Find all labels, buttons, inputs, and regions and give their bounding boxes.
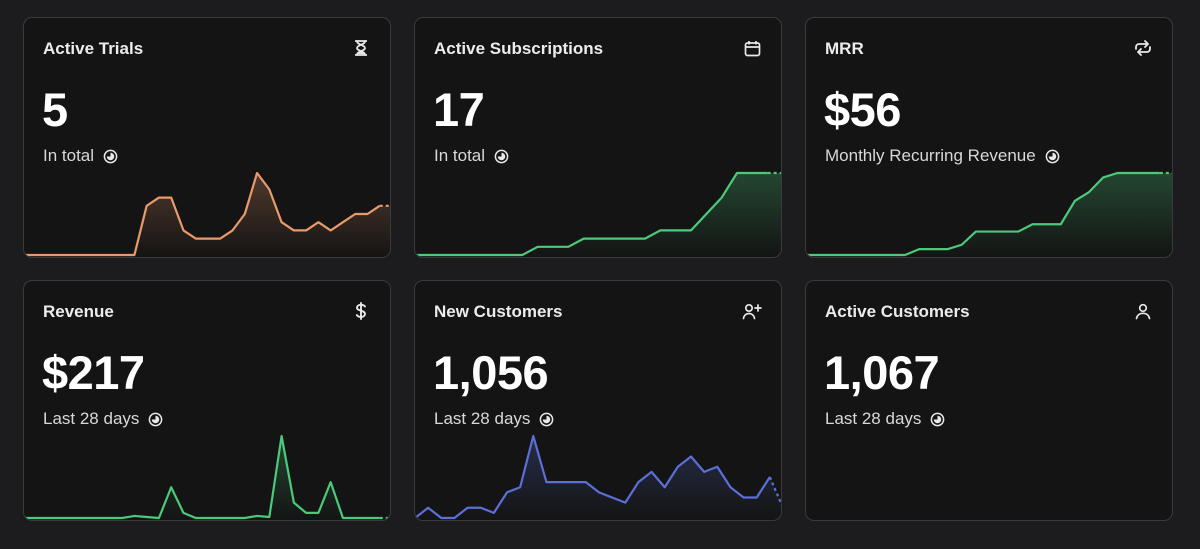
user-icon — [1133, 301, 1153, 321]
series-area — [24, 436, 390, 520]
sparkline-chart — [806, 171, 1172, 257]
card-active-subscriptions[interactable]: Active Subscriptions 17 In total — [414, 17, 782, 258]
card-active-customers[interactable]: Active Customers 1,067 Last 28 days — [805, 280, 1173, 521]
series-line — [806, 171, 1160, 257]
card-subtitle: Last 28 days — [434, 409, 554, 429]
sparkline-chart — [24, 171, 390, 257]
card-new-customers[interactable]: New Customers 1,056 Last 28 days — [414, 280, 782, 521]
info-icon[interactable] — [148, 412, 163, 427]
series-line — [24, 434, 380, 520]
card-mrr[interactable]: MRR $56 Monthly Recurring Revenue — [805, 17, 1173, 258]
card-value: 1,056 — [433, 346, 549, 399]
series-area — [415, 173, 781, 257]
refresh-icon — [1133, 38, 1153, 58]
card-subtitle: Last 28 days — [43, 409, 163, 429]
sparkline-chart — [24, 434, 390, 520]
card-title: Active Customers — [825, 302, 970, 321]
sparkline-chart — [806, 430, 1173, 520]
card-subtitle: In total — [43, 146, 118, 166]
series-area — [806, 173, 1172, 257]
series-area — [24, 173, 390, 257]
add-user-icon — [742, 301, 762, 321]
subtitle-text: Last 28 days — [43, 409, 140, 428]
series-area — [415, 436, 781, 520]
series-line — [24, 171, 381, 257]
card-value: $56 — [824, 83, 901, 136]
card-subtitle: Monthly Recurring Revenue — [825, 146, 1060, 166]
subtitle-text: Monthly Recurring Revenue — [825, 146, 1036, 165]
info-icon[interactable] — [103, 149, 118, 164]
subtitle-text: Last 28 days — [434, 409, 531, 428]
series-line — [415, 434, 771, 520]
card-value: 17 — [433, 83, 485, 136]
card-title: MRR — [825, 39, 864, 58]
dollar-icon — [351, 301, 371, 321]
card-subtitle: In total — [434, 146, 509, 166]
series-line — [415, 171, 768, 257]
sparkline-chart — [415, 434, 781, 520]
calendar-icon — [742, 38, 762, 58]
card-subtitle: Last 28 days — [825, 409, 945, 429]
sparkline-chart — [415, 171, 781, 257]
info-icon[interactable] — [930, 412, 945, 427]
card-title: Active Trials — [43, 39, 144, 58]
subtitle-text: In total — [43, 146, 95, 165]
card-value: 5 — [42, 83, 68, 136]
card-active-trials[interactable]: Active Trials 5 In total — [23, 17, 391, 258]
subtitle-text: In total — [434, 146, 486, 165]
info-icon[interactable] — [494, 149, 509, 164]
card-title: New Customers — [434, 302, 563, 321]
info-icon[interactable] — [1045, 149, 1060, 164]
subtitle-text: Last 28 days — [825, 409, 922, 428]
card-title: Revenue — [43, 302, 114, 321]
card-value: 1,067 — [824, 346, 940, 399]
card-revenue[interactable]: Revenue $217 Last 28 days — [23, 280, 391, 521]
info-icon[interactable] — [539, 412, 554, 427]
card-value: $217 — [42, 346, 145, 399]
hourglass-icon — [351, 38, 371, 58]
card-title: Active Subscriptions — [434, 39, 604, 58]
